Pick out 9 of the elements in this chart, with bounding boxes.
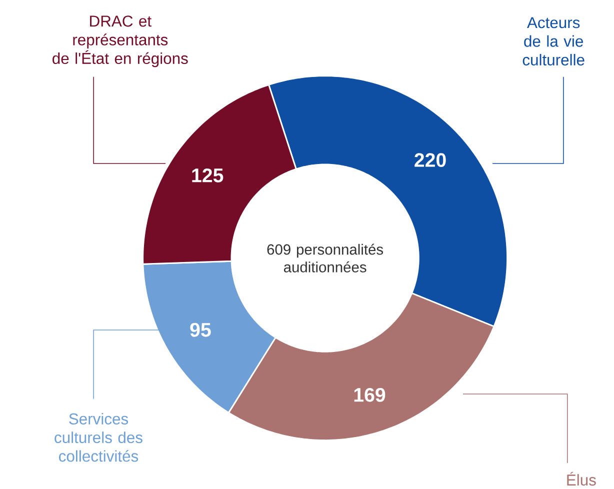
- slice-label: Services culturels des collectivités: [54, 413, 142, 462]
- slice-label: Élus: [567, 472, 596, 486]
- slice-label: Acteurs de la vie culturelle: [522, 17, 584, 66]
- slice-label: DRAC et représentants de l'État en régions: [52, 16, 188, 68]
- text: 609 personnalités auditionnées: [267, 244, 384, 272]
- data-label: 220: [414, 153, 446, 168]
- data-label: 95: [190, 323, 211, 337]
- data-label: 169: [354, 388, 386, 402]
- data-label: 125: [192, 168, 224, 182]
